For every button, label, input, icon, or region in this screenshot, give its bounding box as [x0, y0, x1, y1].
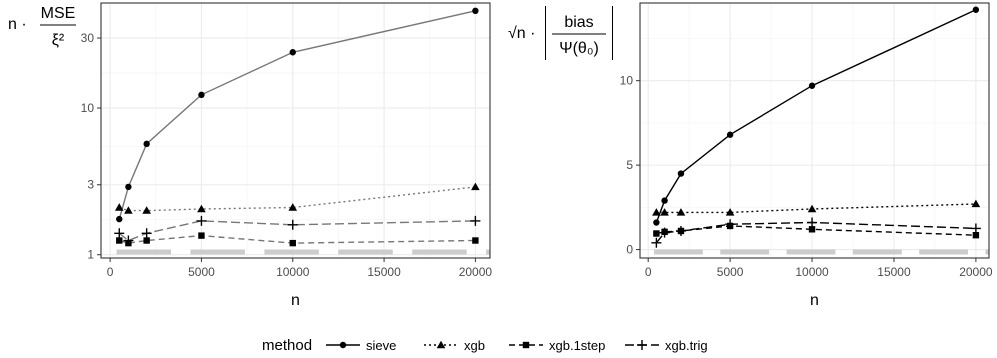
bias-point-xgb.trig: [659, 227, 670, 238]
mse-point-xgb.1step: [198, 232, 205, 239]
mse-point-xgb: [288, 203, 298, 211]
mse-y-tick-label: 30: [81, 31, 95, 45]
legend-title: method: [262, 337, 312, 354]
bias-panel: 0 5000 10000 15000 20000 0 5 10 n: [620, 2, 993, 309]
mse-x-axis-title: n: [291, 292, 300, 309]
mse-point-sieve: [125, 183, 132, 191]
mse-series-line-xgb.1step: [119, 234, 476, 244]
bias-point-xgb: [971, 199, 981, 208]
bias-point-xgb: [725, 208, 735, 216]
bias-y-axis-title: √n · bias Ψ(θ₀): [508, 6, 613, 60]
bias-series-line-sieve: [655, 9, 977, 223]
mse-panel-border: [100, 2, 491, 259]
mse-point-xgb.trig: [196, 215, 207, 226]
bias-point-xgb.trig: [970, 223, 981, 234]
mse-y-axis-prefix: n ·: [8, 16, 27, 33]
bias-panel-background: [640, 3, 989, 258]
mse-point-xgb: [142, 206, 151, 214]
mse-point-xgb.1step: [472, 237, 479, 244]
bias-point-sieve: [661, 197, 668, 204]
mse-point-xgb: [471, 182, 480, 191]
bias-panel-border: [639, 2, 990, 259]
mse-x-tick-label: 5000: [188, 265, 215, 279]
mse-y-tick-label: 10: [81, 101, 95, 115]
bias-point-xgb.trig: [725, 219, 736, 230]
bias-point-xgb.1step: [808, 226, 816, 233]
mse-point-xgb.1step: [289, 239, 296, 247]
mse-x-tick-label: 10000: [276, 265, 310, 279]
bias-point-sieve: [726, 131, 734, 138]
bias-point-xgb: [660, 208, 669, 216]
bias-series-line-xgb.trig: [655, 221, 976, 244]
mse-x-tick-label: 15000: [367, 265, 401, 279]
legend-key-marker-xgb.trig: [637, 340, 647, 350]
mse-point-xgb.trig: [287, 219, 298, 230]
bias-point-xgb: [807, 204, 817, 213]
mse-point-xgb: [197, 204, 206, 213]
bias-x-tick-label: 15000: [877, 265, 911, 279]
bias-x-axis-title: n: [810, 292, 819, 309]
bias-y-tick-label: 0: [626, 243, 633, 257]
bias-x-tick-label: 5000: [717, 265, 744, 279]
bias-point-xgb.trig: [807, 217, 818, 228]
legend-label-xgb.1step: xgb.1step: [549, 338, 605, 353]
mse-point-xgb: [124, 206, 133, 214]
bias-y-tick-label: 5: [626, 158, 633, 172]
bias-point-xgb.trig: [675, 225, 686, 236]
mse-panel: 0 5000 10000 15000 20000 1 3 10 30 n: [81, 2, 493, 309]
mse-point-xgb.trig: [123, 235, 134, 246]
bias-series-line-xgb.1step: [656, 225, 976, 236]
mse-point-xgb.trig: [470, 215, 481, 226]
mse-point-xgb.trig: [141, 228, 152, 239]
legend-key-marker-sieve: [339, 341, 347, 349]
legend-key-marker-xgb: [436, 340, 446, 349]
bias-x-tick-label: 0: [645, 265, 652, 279]
bias-point-sieve: [653, 219, 660, 226]
mse-y-tick-label: 3: [87, 178, 94, 192]
legend-label-xgb: xgb: [464, 338, 485, 353]
bias-point-xgb: [652, 208, 661, 216]
mse-point-xgb.trig: [114, 228, 125, 239]
mse-point-sieve: [289, 49, 296, 56]
legend-label-xgb.trig: xgb.trig: [665, 338, 708, 353]
bias-y-tick-label: 10: [620, 74, 634, 88]
legend: method sieve xgb xgb.1step xgb.trig: [262, 337, 708, 354]
mse-y-axis-title: n · MSE ξ²: [8, 5, 76, 49]
mse-x-tick-label: 20000: [459, 265, 493, 279]
bias-y-axis-numerator: bias: [564, 14, 593, 31]
mse-point-sieve: [472, 7, 479, 15]
bias-point-xgb.trig: [651, 237, 662, 248]
mse-point-xgb.1step: [116, 237, 123, 244]
mse-series-line-xgb.trig: [118, 220, 476, 242]
bias-x-tick-label: 20000: [959, 265, 993, 279]
bias-x-tick-label: 10000: [795, 265, 829, 279]
bias-point-xgb.1step: [972, 232, 980, 239]
mse-y-axis-denominator: ξ²: [52, 32, 65, 49]
mse-x-tick-label: 0: [107, 265, 114, 279]
mse-point-sieve: [116, 215, 123, 223]
mse-point-xgb: [114, 203, 124, 211]
bias-y-axis-denominator: Ψ(θ₀): [559, 40, 599, 57]
bias-point-xgb: [676, 208, 686, 216]
bias-point-xgb.1step: [653, 230, 660, 237]
mse-point-sieve: [143, 140, 150, 148]
mse-series-line-sieve: [118, 10, 476, 220]
bias-y-axis-prefix: √n ·: [508, 25, 535, 42]
bias-point-sieve: [972, 6, 980, 13]
bias-point-sieve: [808, 82, 816, 89]
mse-point-xgb.1step: [143, 237, 150, 244]
legend-key-marker-xgb.1step: [522, 341, 530, 349]
mse-y-axis-numerator: MSE: [41, 5, 76, 22]
mse-y-tick-label: 1: [87, 248, 94, 262]
mse-series-line-xgb: [119, 186, 476, 212]
legend-label-sieve: sieve: [366, 338, 396, 353]
mse-panel-background: [101, 3, 490, 258]
mse-point-sieve: [198, 91, 205, 99]
bias-point-sieve: [677, 170, 685, 177]
